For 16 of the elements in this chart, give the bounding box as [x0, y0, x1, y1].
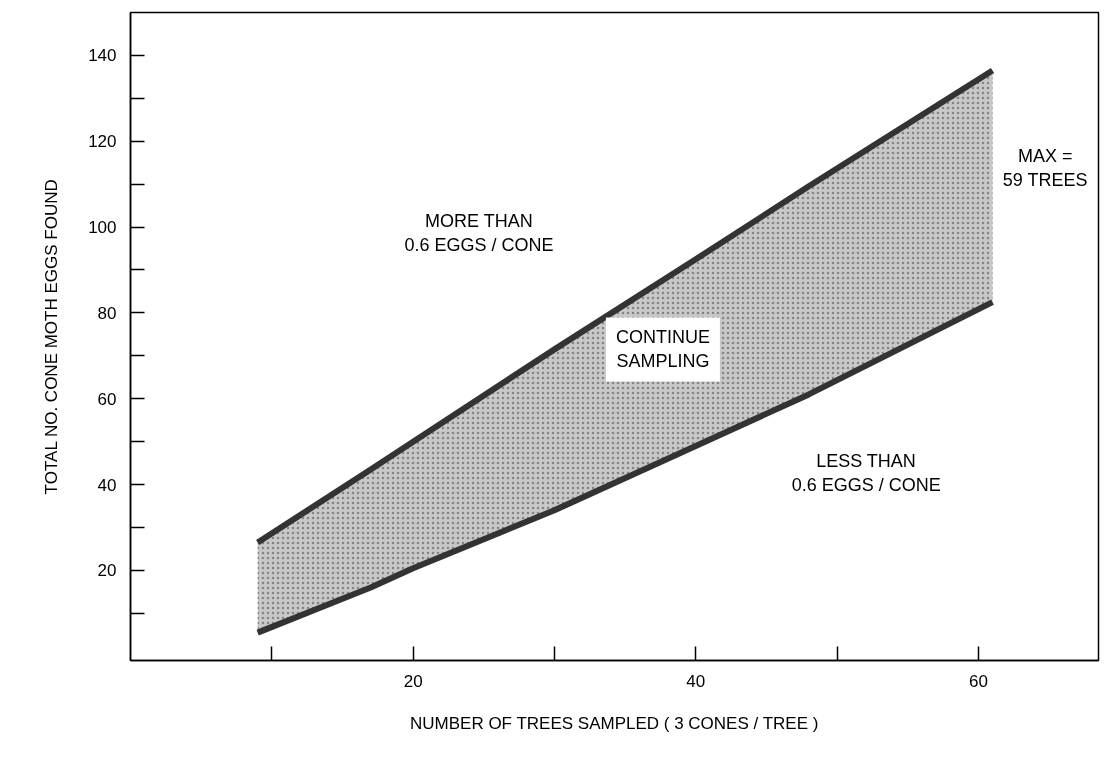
y-tick-label: 60 — [97, 389, 117, 409]
y-axis-title: TOTAL NO. CONE MOTH EGGS FOUND — [42, 179, 62, 495]
y-tick-label: 20 — [97, 561, 117, 581]
y-tick-label: 100 — [88, 218, 117, 238]
annotation: MORE THAN 0.6 EGGS / CONE — [404, 210, 554, 255]
annotation: MAX = 59 TREES — [1002, 146, 1088, 191]
y-tick-label: 80 — [97, 303, 117, 323]
annotation: LESS THAN 0.6 EGGS / CONE — [791, 450, 941, 495]
x-tick-label: 40 — [686, 671, 706, 691]
annotation: CONTINUE SAMPLING — [615, 327, 710, 372]
y-tick-label: 120 — [88, 132, 117, 152]
y-tick-label: 40 — [97, 475, 117, 495]
x-tick-label: 20 — [403, 671, 423, 691]
x-tick-label: 60 — [968, 671, 988, 691]
y-tick-label: 140 — [88, 46, 117, 66]
x-axis-title: NUMBER OF TREES SAMPLED ( 3 CONES / TREE ) — [410, 713, 819, 733]
